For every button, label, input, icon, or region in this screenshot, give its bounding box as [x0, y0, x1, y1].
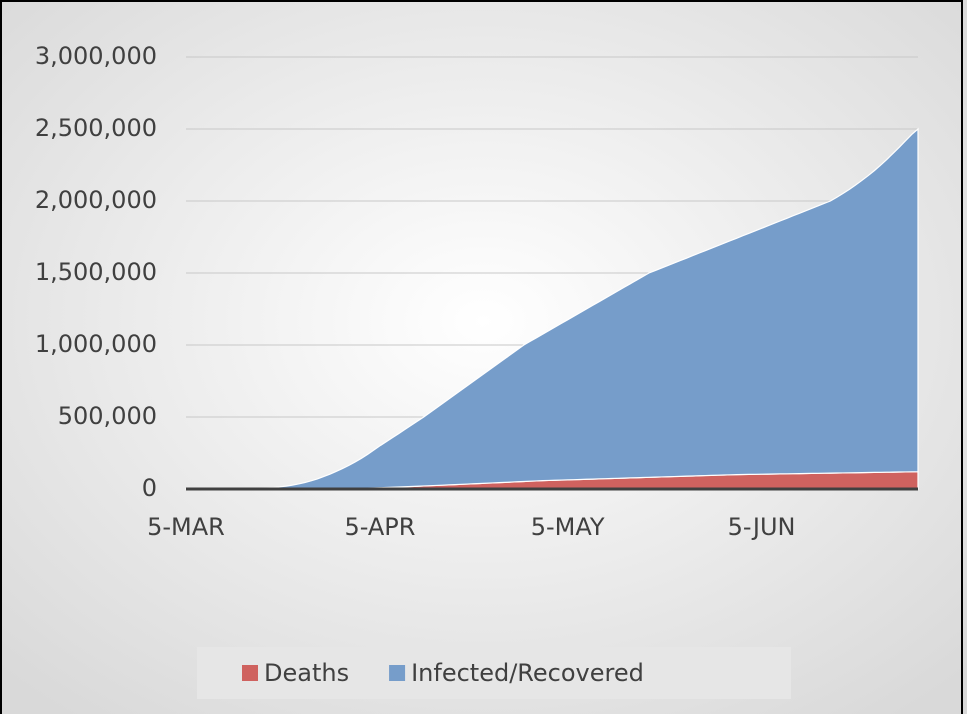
area [185, 127, 919, 490]
y-tick-label: 0 [142, 474, 157, 502]
y-tick-label: 2,000,000 [35, 186, 157, 214]
y-tick-label: 1,000,000 [35, 330, 157, 358]
y-tick-label: 500,000 [58, 402, 157, 430]
y-tick-label: 2,500,000 [35, 114, 157, 142]
legend-label: Infected/Recovered [411, 659, 644, 687]
legend-label: Deaths [264, 659, 349, 687]
legend-swatch [242, 665, 258, 681]
legend: Deaths Infected/Recovered [242, 659, 644, 687]
y-tick-label: 3,000,000 [35, 42, 157, 70]
x-tick-label: 5-MAR [147, 513, 225, 541]
legend-swatch [389, 665, 406, 681]
legend-box [197, 647, 791, 699]
axes: 0 500,000 1,000,000 1,500,000 2,000,000 2,500… [35, 42, 918, 541]
x-tick-label: 5-MAY [531, 513, 605, 541]
y-tick-label: 1,500,000 [35, 258, 157, 286]
x-tick-label: 5-APR [344, 513, 415, 541]
x-tick-label: 5-JUN [728, 513, 796, 541]
